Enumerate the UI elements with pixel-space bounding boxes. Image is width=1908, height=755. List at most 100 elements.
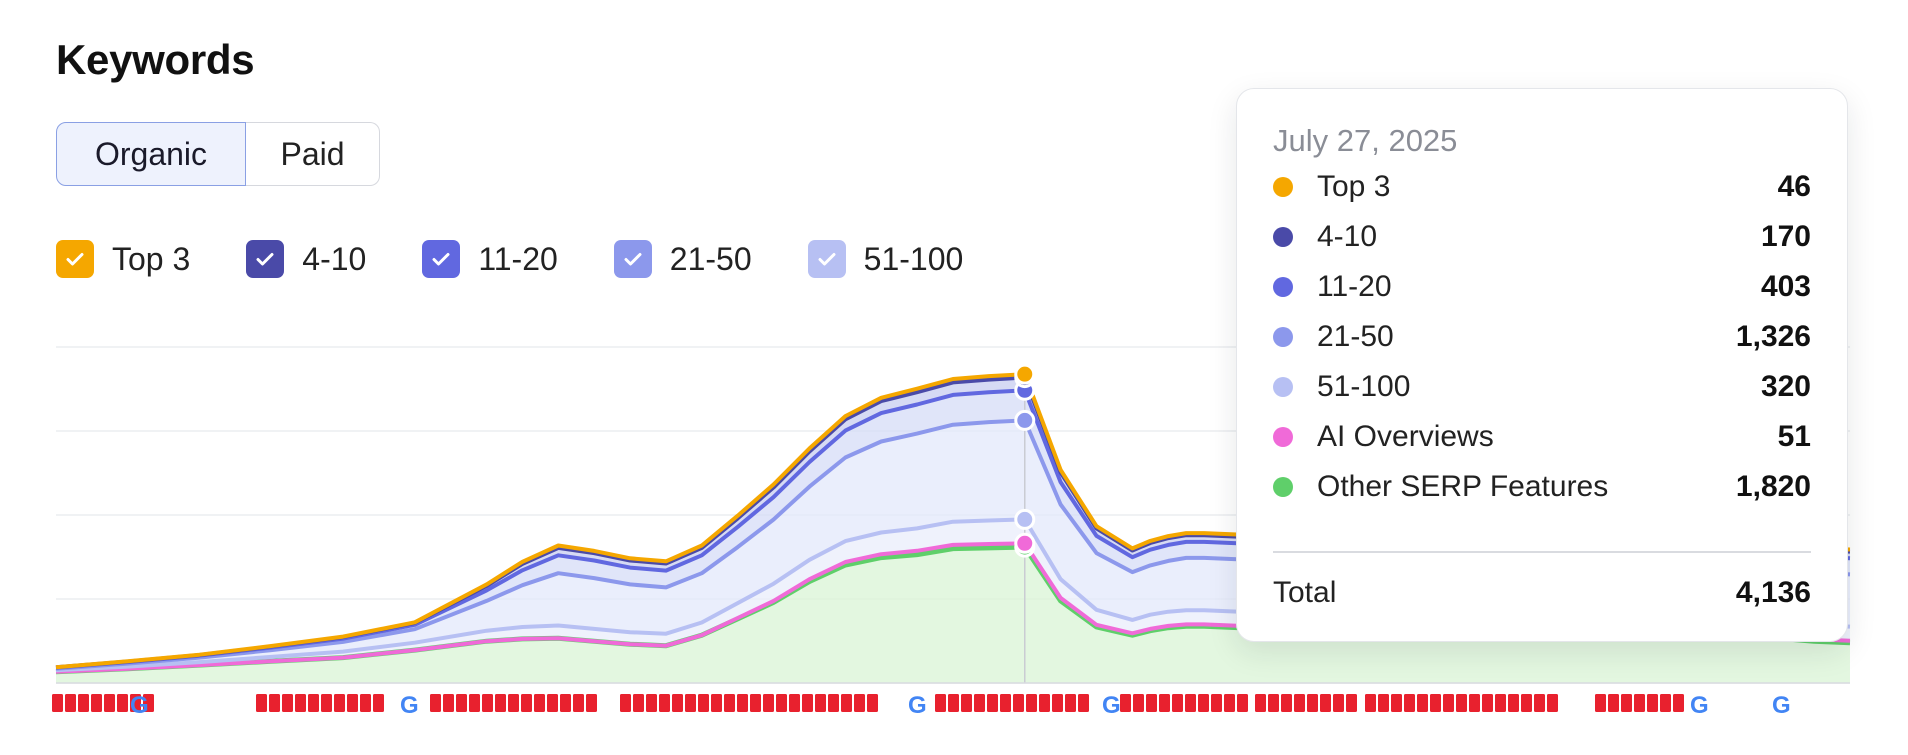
serp-flag-icon [1211, 694, 1222, 712]
serp-flag-icon [1391, 694, 1402, 712]
legend-item-11-20[interactable]: 11-20 [422, 240, 558, 278]
serp-flag-icon [1508, 694, 1519, 712]
serp-flag-icon [867, 694, 878, 712]
serp-flag-icon [1078, 694, 1089, 712]
serp-flag-icon [1333, 694, 1344, 712]
serp-flag-icon [308, 694, 319, 712]
series-dot-icon [1273, 377, 1293, 397]
organic-paid-toggle: Organic Paid [56, 122, 380, 188]
google-icon: G [1772, 692, 1791, 719]
tooltip-row-top-3: Top 3 46 [1273, 167, 1811, 207]
serp-flag-icon [1469, 694, 1480, 712]
serp-flag-icon [711, 694, 722, 712]
tooltip-series-name: Other SERP Features [1317, 470, 1609, 503]
serp-flag-icon [948, 694, 959, 712]
serp-flag-icon [495, 694, 506, 712]
serp-flag-icon [130, 694, 141, 712]
serp-flag-icon [456, 694, 467, 712]
serp-flag-icon [961, 694, 972, 712]
legend-label: 4-10 [302, 240, 367, 277]
legend-item-21-50[interactable]: 21-50 [613, 240, 752, 278]
hover-marker-51-100 [1014, 508, 1036, 530]
serp-flag-icon [1281, 694, 1292, 712]
serp-flag-icon [117, 694, 128, 712]
tooltip-series-name: Top 3 [1317, 170, 1391, 203]
serp-flag-icon [633, 694, 644, 712]
serp-flag-icon [750, 694, 761, 712]
serp-flag-icon [1294, 694, 1305, 712]
serp-flag-icon [1172, 694, 1183, 712]
tooltip-divider [1273, 551, 1811, 553]
serp-flag-icon [841, 694, 852, 712]
series-dot-icon [1273, 327, 1293, 347]
serp-flag-icon [789, 694, 800, 712]
tab-paid[interactable]: Paid [246, 122, 380, 186]
serp-flag-icon [1320, 694, 1331, 712]
checkbox-checked-icon [56, 240, 94, 278]
tooltip-row-51-100: 51-100 320 [1273, 367, 1811, 407]
tooltip-total-value: 4,136 [1735, 576, 1811, 609]
serp-flag-icon [1660, 694, 1671, 712]
serp-flag-icon [1430, 694, 1441, 712]
tooltip-series-value: 1,326 [1735, 320, 1811, 353]
tooltip-row-ai-overviews: AI Overviews 51 [1273, 417, 1811, 457]
tooltip-series-name: 51-100 [1317, 370, 1411, 403]
serp-flag-icon [469, 694, 480, 712]
serp-flag-icon [573, 694, 584, 712]
checkbox-checked-icon [807, 240, 846, 278]
serp-flag-icon [776, 694, 787, 712]
tooltip-total-label: Total [1273, 576, 1337, 609]
serp-flag-icon [763, 694, 774, 712]
tooltip-series-value: 170 [1760, 220, 1811, 253]
hover-marker-ai-overviews [1014, 532, 1036, 554]
legend-label: 51-100 [863, 240, 964, 277]
serp-flag-icon [1365, 694, 1376, 712]
legend-label: 21-50 [669, 240, 752, 277]
series-dot-icon [1273, 227, 1293, 247]
serp-flag-icon [1268, 694, 1279, 712]
serp-flag-icon [1495, 694, 1506, 712]
serp-flag-icon [1255, 694, 1266, 712]
serp-flag-icon [482, 694, 493, 712]
google-icon: G [1690, 692, 1709, 719]
serp-flag-icon [282, 694, 293, 712]
tooltip-series-name: 4-10 [1317, 220, 1378, 253]
serp-flag-icon [1647, 694, 1658, 712]
tooltip-series-name: 21-50 [1317, 320, 1394, 353]
serp-flag-icon [1224, 694, 1235, 712]
serp-flag-icon [659, 694, 670, 712]
tooltip-series-name: AI Overviews [1317, 420, 1494, 453]
tooltip-row-other-serp: Other SERP Features 1,820 [1273, 467, 1811, 507]
serp-flag-icon [646, 694, 657, 712]
area-other-serp-features [56, 547, 1850, 683]
serp-flag-icon [737, 694, 748, 712]
serp-flag-icon [1634, 694, 1645, 712]
serp-flag-icon [508, 694, 519, 712]
series-dot-icon [1273, 477, 1293, 497]
series-dot-icon [1273, 277, 1293, 297]
serp-flag-icon [1547, 694, 1558, 712]
serp-flag-icon [1482, 694, 1493, 712]
legend-item-4-10[interactable]: 4-10 [246, 240, 366, 278]
tooltip-row-21-50: 21-50 1,326 [1273, 317, 1811, 357]
serp-flag-icon [321, 694, 332, 712]
tooltip-series-name: 11-20 [1317, 270, 1392, 303]
legend-item-51-100[interactable]: 51-100 [807, 240, 964, 278]
serp-flag-icon [586, 694, 597, 712]
area-51-100 [56, 519, 1850, 672]
checkbox-checked-icon [246, 240, 285, 278]
serp-flag-icon [1198, 694, 1209, 712]
tab-organic[interactable]: Organic [56, 122, 246, 186]
serp-flag-icon [256, 694, 267, 712]
series-dot-icon [1273, 427, 1293, 447]
tooltip-series-value: 403 [1760, 270, 1811, 303]
tooltip-row-11-20: 11-20 403 [1273, 267, 1811, 307]
serp-flag-icon [1133, 694, 1144, 712]
legend-item-top-3[interactable]: Top 3 [56, 240, 190, 278]
serp-flag-icon [295, 694, 306, 712]
serp-flag-icon [828, 694, 839, 712]
tooltip-series-value: 1,820 [1735, 470, 1811, 503]
serp-flag-icon [1378, 694, 1389, 712]
legend-label: Top 3 [112, 240, 191, 277]
